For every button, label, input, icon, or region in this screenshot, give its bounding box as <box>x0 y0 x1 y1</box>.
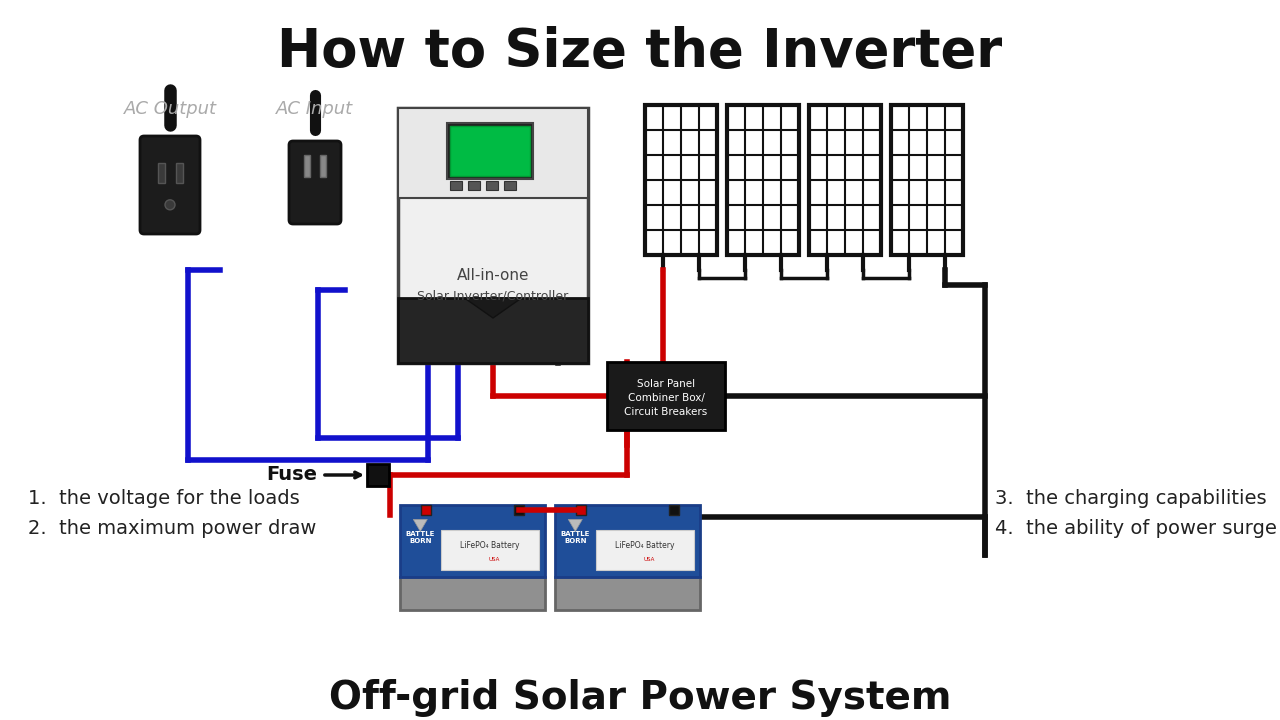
Text: Fuse: Fuse <box>266 466 317 485</box>
Text: 2.  the maximum power draw: 2. the maximum power draw <box>28 518 316 538</box>
Text: BATTLE
BORN: BATTLE BORN <box>561 531 590 544</box>
Bar <box>486 181 498 190</box>
Text: 1.  the voltage for the loads: 1. the voltage for the loads <box>28 488 300 508</box>
Text: AC Input: AC Input <box>276 100 353 118</box>
Bar <box>157 163 165 183</box>
Text: Solar Panel
Combiner Box/
Circuit Breakers: Solar Panel Combiner Box/ Circuit Breake… <box>625 379 708 417</box>
Circle shape <box>165 199 175 210</box>
Text: USA: USA <box>644 557 655 562</box>
Bar <box>607 362 724 430</box>
Bar <box>398 108 588 198</box>
Text: 3.  the charging capabilities: 3. the charging capabilities <box>995 488 1267 508</box>
Bar <box>727 105 799 255</box>
Bar <box>447 123 532 179</box>
Polygon shape <box>465 298 521 318</box>
Bar <box>556 505 700 577</box>
Bar <box>398 108 588 363</box>
Text: BATTLE
BORN: BATTLE BORN <box>406 531 435 544</box>
Bar <box>504 181 516 190</box>
Text: USA: USA <box>489 557 500 562</box>
Bar <box>175 163 183 183</box>
Bar <box>398 298 588 363</box>
Bar <box>645 105 717 255</box>
Text: All-in-one: All-in-one <box>457 269 529 284</box>
Bar <box>556 577 700 610</box>
Polygon shape <box>413 519 428 531</box>
Bar <box>451 126 530 176</box>
FancyBboxPatch shape <box>140 136 200 234</box>
Text: 4.  the ability of power surge: 4. the ability of power surge <box>995 518 1277 538</box>
Bar <box>595 530 694 570</box>
FancyBboxPatch shape <box>289 141 340 224</box>
Bar <box>367 464 389 486</box>
Bar <box>809 105 881 255</box>
Bar <box>669 505 678 515</box>
Bar <box>576 505 586 515</box>
Bar <box>305 155 310 176</box>
Text: LiFePO₄ Battery: LiFePO₄ Battery <box>460 541 520 550</box>
Text: Solar Inverter/Controller: Solar Inverter/Controller <box>417 289 568 302</box>
Bar <box>320 155 326 176</box>
Bar <box>399 577 545 610</box>
Text: Off-grid Solar Power System: Off-grid Solar Power System <box>329 679 951 717</box>
Text: LiFePO₄ Battery: LiFePO₄ Battery <box>616 541 675 550</box>
Text: AC Output: AC Output <box>123 100 216 118</box>
Polygon shape <box>568 519 582 531</box>
Bar <box>513 505 524 515</box>
Bar <box>891 105 963 255</box>
Text: How to Size the Inverter: How to Size the Inverter <box>278 26 1002 78</box>
Bar <box>421 505 431 515</box>
Bar <box>399 505 545 577</box>
Bar <box>468 181 480 190</box>
Bar <box>440 530 539 570</box>
Bar <box>451 181 462 190</box>
